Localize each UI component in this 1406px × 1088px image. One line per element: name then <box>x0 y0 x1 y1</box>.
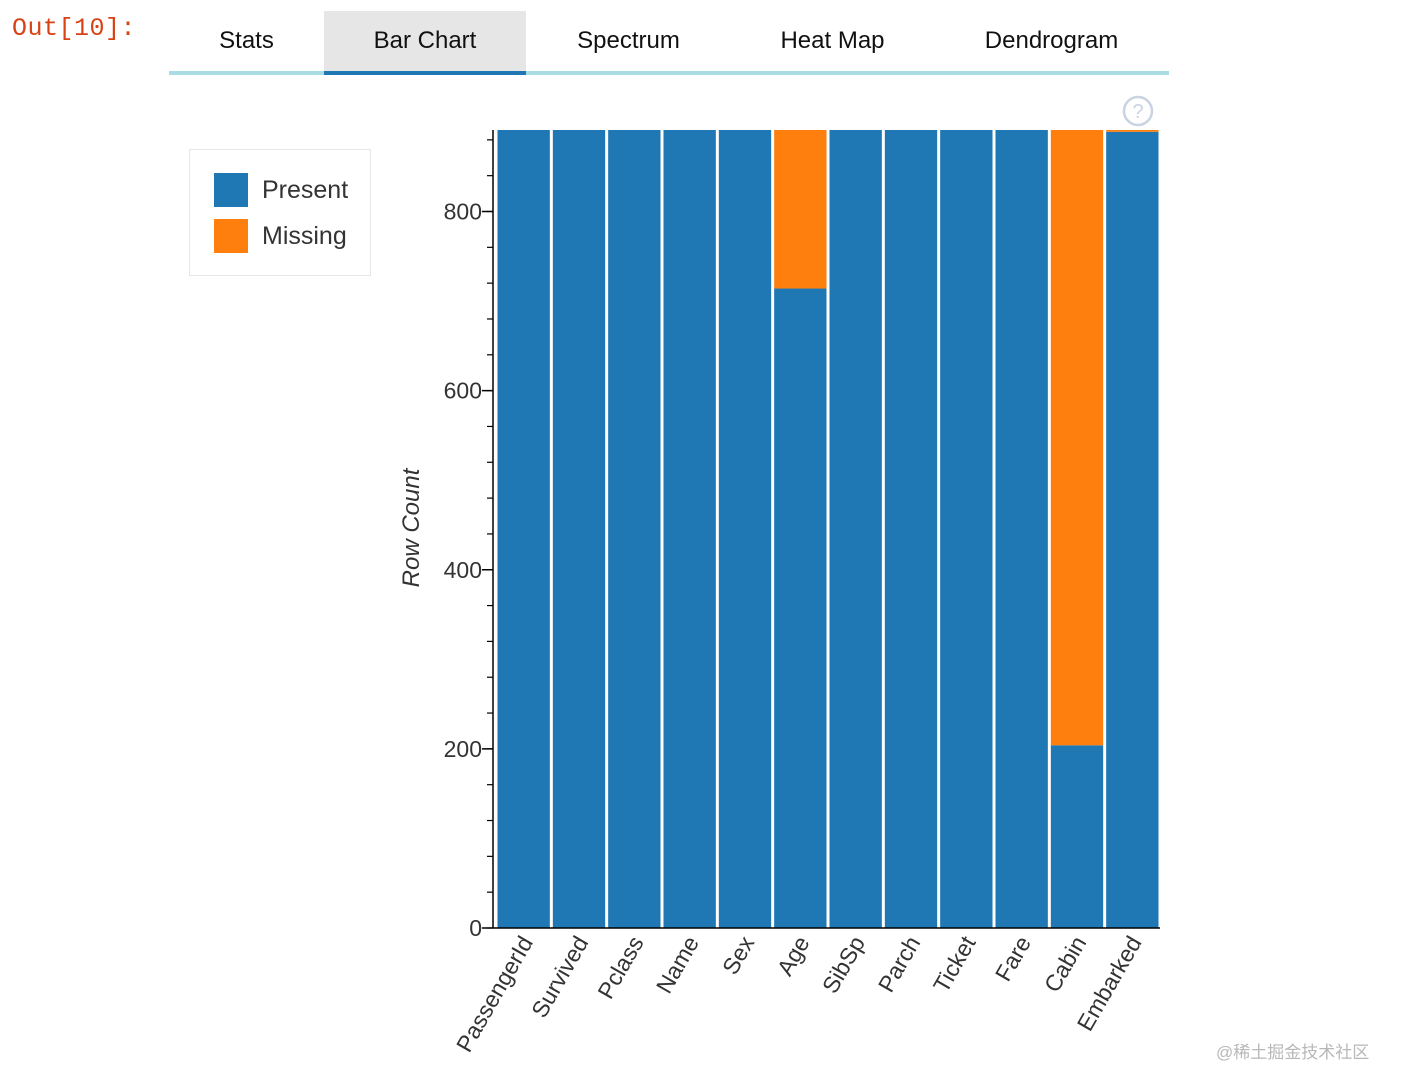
tab-spectrum[interactable]: Spectrum <box>577 27 680 54</box>
legend-item-missing[interactable]: Missing <box>214 219 347 253</box>
bar-present-pclass <box>608 130 661 928</box>
x-tick-label-passengerid: PassengerId <box>451 932 538 1057</box>
bar-present-passengerid <box>497 130 550 928</box>
chart-legend: Present Missing <box>189 149 371 276</box>
x-tick-label-fare: Fare <box>990 932 1036 986</box>
y-tick-label-0: 0 <box>469 915 482 941</box>
x-tick-label-ticket: Ticket <box>928 931 981 997</box>
bar-present-ticket <box>940 130 993 928</box>
tab-bar-chart[interactable]: Bar Chart <box>324 11 526 75</box>
y-tick-label-400: 400 <box>444 557 482 583</box>
output-prompt: Out[10]: <box>12 14 137 43</box>
legend-label-present: Present <box>262 175 349 204</box>
legend-swatch-missing <box>214 219 248 253</box>
tab-dendrogram[interactable]: Dendrogram <box>984 27 1119 54</box>
y-axis: 0 200 400 600 800 <box>444 130 1160 941</box>
y-tick-label-200: 200 <box>444 736 482 762</box>
bar-missing-embarked <box>1106 130 1159 132</box>
x-tick-label-age: Age <box>772 932 815 980</box>
tab-heat-map[interactable]: Heat Map <box>780 27 885 54</box>
bar-present-age <box>774 288 827 928</box>
bar-missing-age <box>774 130 827 289</box>
bar-present-cabin <box>1050 745 1104 928</box>
x-tick-label-name: Name <box>651 932 704 998</box>
x-tick-label-cabin: Cabin <box>1039 932 1092 997</box>
y-tick-label-800: 800 <box>444 199 482 225</box>
bar-present-survived <box>552 130 606 928</box>
tab-bar: Stats Bar Chart Spectrum Heat Map Dendro… <box>169 11 1169 75</box>
bar-present-sibsp <box>829 130 882 928</box>
bar-present-name <box>663 130 716 928</box>
tab-stats[interactable]: Stats <box>219 27 274 54</box>
x-tick-label-parch: Parch <box>873 932 926 997</box>
bar-present-fare <box>995 130 1048 928</box>
x-tick-label-sex: Sex <box>717 931 760 979</box>
x-tick-label-sibsp: SibSp <box>817 932 870 998</box>
legend-item-present[interactable]: Present <box>214 173 348 207</box>
watermark: @稀土掘金技术社区 <box>1216 1043 1370 1062</box>
help-symbol: ? <box>1132 101 1143 123</box>
bar-present-parch <box>884 130 938 928</box>
legend-label-missing: Missing <box>262 221 347 250</box>
bars-layer <box>497 130 1159 928</box>
bar-missing-cabin <box>1050 130 1104 746</box>
y-axis-title: Row Count <box>398 467 425 587</box>
help-circle-icon[interactable]: ? <box>1122 95 1154 127</box>
legend-swatch-present <box>214 173 248 207</box>
bar-present-embarked <box>1106 131 1159 928</box>
y-tick-label-600: 600 <box>444 378 482 404</box>
bar-present-sex <box>718 130 772 928</box>
x-tick-label-pclass: Pclass <box>592 932 648 1004</box>
